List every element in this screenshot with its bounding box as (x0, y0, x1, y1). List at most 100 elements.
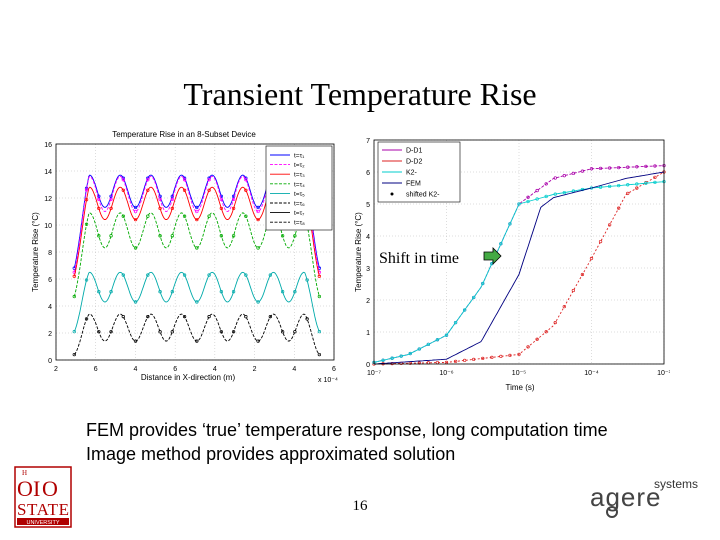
y-tick-label: 4 (48, 304, 52, 311)
svg-text:H: H (22, 469, 27, 477)
series-marker (244, 273, 248, 277)
series-marker (293, 234, 297, 238)
series-marker (435, 338, 440, 342)
series-marker (280, 234, 285, 238)
series-marker (317, 294, 322, 299)
x-tick-label: 2 (253, 366, 257, 373)
series-marker (544, 194, 548, 199)
series-marker (580, 272, 585, 277)
series-marker (182, 178, 187, 182)
series-marker (231, 206, 236, 211)
series-marker (84, 188, 89, 192)
series-marker (417, 347, 421, 351)
temperature-rise-position-chart: Temperature Rise in an 8-Subset Device 0… (28, 128, 340, 386)
series-marker (219, 197, 223, 202)
series-marker (517, 352, 521, 357)
series-marker (508, 222, 512, 226)
caption-image-method: Image method provides approximated solut… (86, 444, 456, 464)
series-marker (231, 330, 236, 334)
series-marker (195, 300, 199, 304)
y-tick-label: 8 (48, 250, 52, 257)
series-marker (109, 330, 113, 334)
series-marker (72, 329, 76, 334)
x-tick-label: 10⁻⁷ (367, 370, 381, 377)
y-tick-label: 16 (44, 142, 52, 149)
series-marker (133, 246, 138, 250)
series-marker (182, 214, 187, 218)
series-marker (72, 274, 76, 278)
series-marker (268, 315, 273, 319)
series-marker (472, 357, 476, 362)
series-marker (170, 330, 174, 334)
y-tick-label: 12 (44, 196, 52, 203)
series-marker (146, 188, 150, 192)
svg-text:I: I (33, 476, 40, 501)
series-marker (244, 315, 248, 319)
series-marker (97, 197, 101, 202)
shift-arrow-icon (483, 247, 502, 265)
series-marker (195, 339, 199, 343)
legend-entry: t=τ₇ (294, 210, 304, 217)
series-marker (109, 197, 113, 202)
x-tick-label: 4 (133, 366, 137, 373)
series-marker (617, 206, 621, 210)
x-tick-label: 2 (54, 366, 58, 373)
series-marker (256, 339, 260, 343)
series-marker (399, 354, 403, 358)
legend-entry: K2- (406, 170, 418, 177)
ohio-state-logo: H O I O STATE UNIVERSITY (14, 466, 72, 528)
series-marker (653, 180, 657, 185)
series-marker (158, 330, 162, 334)
series-marker (121, 178, 125, 182)
series-marker (280, 290, 285, 294)
series-marker (256, 209, 260, 214)
series-marker (408, 351, 412, 356)
series-marker (381, 358, 385, 362)
series-marker (195, 205, 199, 210)
x-tick-label: 6 (94, 366, 98, 373)
series-marker (133, 300, 138, 304)
series-marker (499, 354, 503, 359)
series-marker (109, 206, 113, 211)
series-marker (133, 339, 138, 343)
series-marker (182, 273, 187, 277)
y-tick-label: 14 (44, 169, 52, 176)
series-marker (626, 165, 630, 169)
series-marker (97, 206, 101, 211)
series-marker (453, 359, 458, 364)
series-marker (317, 352, 322, 357)
series-marker (390, 356, 394, 360)
series-marker (598, 166, 603, 171)
svg-text:STATE: STATE (17, 500, 69, 519)
series-line (73, 313, 320, 355)
series-marker (170, 234, 174, 238)
series-marker (109, 290, 113, 294)
series-marker (121, 214, 125, 218)
series-marker (293, 330, 297, 334)
series-marker (244, 188, 248, 192)
series-marker (158, 197, 162, 202)
series-marker (207, 315, 211, 319)
series-marker (146, 214, 150, 218)
series-marker (453, 320, 458, 325)
series-marker (607, 166, 612, 170)
series-marker (256, 246, 260, 250)
series-marker (481, 281, 485, 286)
series-marker (109, 234, 113, 238)
legend-entry: t=τ₁ (294, 153, 305, 160)
series-marker (121, 188, 125, 192)
series-marker (97, 290, 101, 294)
series-marker (544, 182, 548, 186)
series-marker (158, 290, 162, 294)
legend-swatch (390, 192, 394, 196)
series-marker (617, 165, 621, 170)
legend-entry: t=τ₄ (294, 181, 305, 188)
series-marker (195, 246, 199, 250)
svg-text:UNIVERSITY: UNIVERSITY (26, 520, 59, 526)
series-marker (146, 273, 150, 277)
y-axis-label: Temperature Rise (°C) (31, 212, 40, 292)
series-marker (305, 278, 309, 282)
y-tick-label: 0 (366, 362, 370, 369)
x-tick-label: 10⁻³ (657, 370, 670, 377)
y-tick-label: 2 (48, 331, 52, 338)
